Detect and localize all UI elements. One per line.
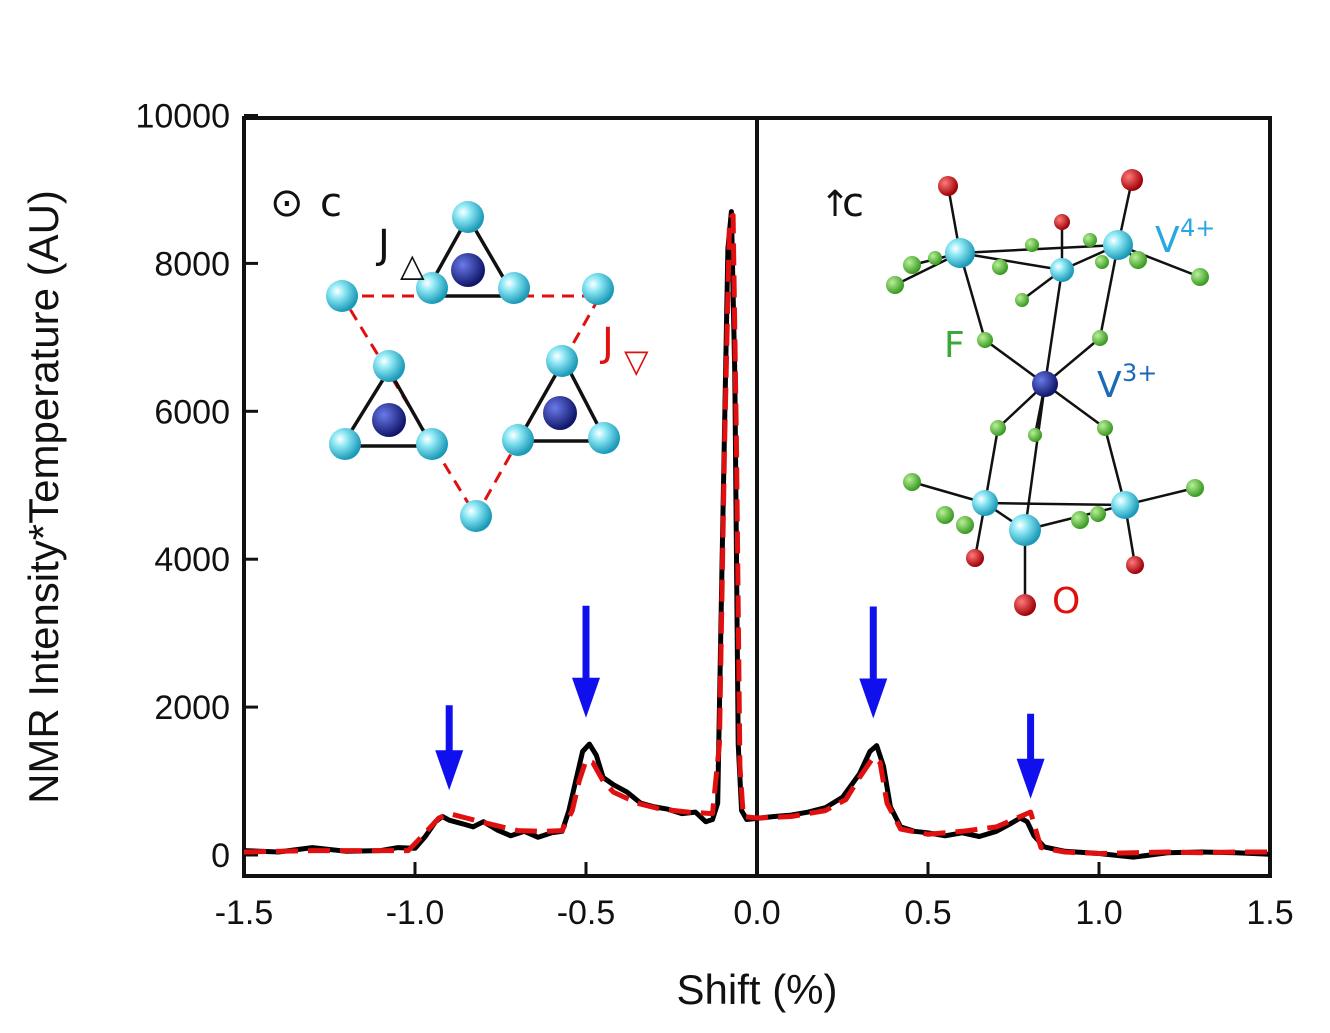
- series-measured-line: [244, 209, 1270, 860]
- v3-superscript: 3+: [1122, 359, 1157, 387]
- peak-arrow: [435, 705, 464, 791]
- cluster-v4-atoms: [945, 230, 1139, 546]
- x-axis-title: Shift (%): [676, 966, 837, 1013]
- c-axis-label-right: c: [842, 180, 864, 226]
- y-tick-label: 2000: [154, 689, 230, 727]
- y-axis-title: NMR Intensity*Temperature (AU): [20, 190, 67, 804]
- x-tick-label: 1.0: [1075, 894, 1122, 932]
- v3-label: V: [1097, 365, 1122, 406]
- j-up-subscript: △: [400, 246, 425, 284]
- x-tick-label: 0.5: [904, 894, 951, 932]
- f-label: F: [944, 325, 965, 366]
- peak-arrow: [859, 606, 888, 719]
- kagome-cyan-atoms: [326, 201, 620, 532]
- y-tick-label: 0: [211, 837, 230, 875]
- peak-arrow: [1016, 713, 1045, 799]
- peak-arrow: [572, 605, 600, 718]
- v4-label: V: [1155, 220, 1180, 261]
- y-tick-label: 8000: [154, 245, 230, 283]
- x-tick-label: 1.5: [1246, 894, 1293, 932]
- series-fit-line: [244, 212, 1270, 856]
- kagome-inset: ⊙ c J △ J: [270, 180, 649, 532]
- j-down-label: J: [599, 320, 614, 366]
- x-tick-label: -1.0: [386, 894, 445, 932]
- in-plane-c-arrow: ↑: [820, 184, 850, 225]
- j-up-triangle-right: [514, 356, 609, 443]
- cluster-f-atoms: [886, 233, 1209, 534]
- y-tick-label: 4000: [154, 541, 230, 579]
- v4-superscript: 4+: [1180, 214, 1215, 242]
- o-label: O: [1052, 581, 1080, 622]
- x-tick-label: -0.5: [557, 894, 616, 932]
- j-up-triangle-top: [421, 213, 518, 298]
- kagome-blue-atoms: [372, 253, 577, 437]
- j-up-label: J: [375, 222, 390, 268]
- peak-arrow-markers: [435, 605, 1045, 799]
- j-down-subscript: ▽: [624, 342, 649, 380]
- out-of-plane-c-symbol: ⊙: [270, 180, 304, 226]
- x-tick-label: 0.0: [733, 894, 780, 932]
- cluster-inset: ↑ c: [820, 169, 1215, 622]
- y-axis-ticks: 0 2000 4000 6000 8000 10000: [135, 98, 258, 875]
- cluster-o-atoms: [938, 169, 1144, 616]
- c-axis-label-left: c: [320, 180, 342, 226]
- cluster-v3-atom: [1032, 371, 1058, 397]
- y-tick-label: 10000: [135, 98, 230, 136]
- x-tick-label: -1.5: [215, 894, 274, 932]
- j-up-triangle-left: [338, 366, 436, 448]
- x-axis-ticks: -1.5 -1.0 -0.5 0.0 0.5 1.0 1.5: [215, 862, 1294, 932]
- y-tick-label: 6000: [154, 393, 230, 431]
